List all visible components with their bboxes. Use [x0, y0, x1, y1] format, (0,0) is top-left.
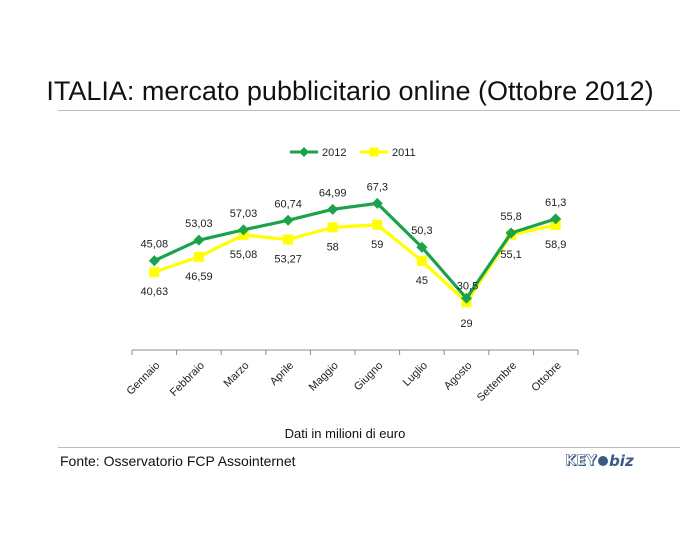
- x-tick-label: Giugno: [352, 360, 386, 394]
- legend-marker-2011: [369, 147, 379, 157]
- data-label-2012: 60,74: [274, 198, 302, 210]
- data-label-2012: 61,3: [545, 197, 566, 209]
- data-point-2012: [550, 213, 562, 225]
- data-label-2011: 40,63: [141, 286, 169, 298]
- x-tick-label: Ottobre: [529, 360, 563, 394]
- legend-label-2012: 2012: [322, 147, 346, 159]
- data-label-2011: 55,1: [500, 249, 521, 261]
- data-label-2011: 59: [371, 239, 383, 251]
- data-point-2012: [461, 292, 472, 304]
- title-divider: [58, 110, 680, 111]
- data-point-2012: [416, 241, 428, 253]
- legend-marker-2012: [299, 147, 309, 157]
- series-line-2012: [153, 201, 557, 300]
- data-point-2011: [149, 267, 160, 278]
- data-point-2012: [327, 203, 339, 215]
- data-point-2011: [193, 251, 204, 262]
- logo-badge-icon: [598, 456, 609, 466]
- data-point-2012: [505, 227, 517, 239]
- data-point-2011: [550, 220, 561, 231]
- data-label-2012: 45,08: [141, 239, 169, 251]
- data-label-2011: 46,59: [185, 271, 213, 283]
- data-label-2012: 50,3: [411, 225, 432, 237]
- x-tick-label: Gennaio: [125, 360, 163, 398]
- data-point-2012: [148, 255, 160, 267]
- legend-label-2011: 2011: [392, 147, 416, 159]
- x-tick-label: Marzo: [222, 360, 252, 390]
- data-point-2011: [372, 219, 383, 230]
- data-point-2011: [327, 222, 338, 233]
- data-label-2012: 67,3: [367, 181, 388, 193]
- data-point-2012: [282, 214, 294, 226]
- data-label-2011: 58: [327, 241, 339, 253]
- data-label-2012: 64,99: [319, 187, 347, 199]
- data-label-2011: 53,27: [274, 254, 302, 266]
- data-label-2012: 53,03: [185, 218, 213, 230]
- footer-divider: [58, 447, 680, 448]
- series-line-2011: [153, 223, 557, 304]
- logo-key-text: KEY: [565, 453, 598, 470]
- x-tick-label: Agosto: [442, 360, 475, 393]
- x-tick-label: Maggio: [307, 360, 341, 394]
- logo-biz-text: biz: [609, 452, 634, 470]
- data-label-2011: 29: [460, 318, 472, 330]
- data-point-2012: [238, 224, 249, 236]
- data-label-2012: 57,03: [230, 208, 258, 220]
- data-point-2011: [416, 255, 427, 266]
- data-label-2011: 55,08: [230, 249, 258, 261]
- x-tick-label: Luglio: [401, 360, 430, 389]
- chart-title: ITALIA: mercato pubblicitario online (Ot…: [46, 76, 654, 106]
- data-label-2011: 58,9: [545, 239, 566, 251]
- data-point-2011: [283, 234, 294, 245]
- key4biz-logo: KEY biz: [565, 450, 634, 472]
- data-point-2012: [193, 234, 205, 246]
- data-label-2011: 45: [416, 275, 428, 287]
- data-label-2012: 30,5: [457, 280, 478, 292]
- data-label-2012: 55,8: [500, 211, 521, 223]
- data-point-2012: [371, 197, 383, 209]
- source-note: Fonte: Osservatorio FCP Assointernet: [60, 453, 296, 469]
- x-tick-label: Settembre: [475, 360, 519, 404]
- x-axis-title: Dati in milioni di euro: [285, 426, 406, 441]
- x-tick-label: Aprile: [268, 360, 296, 388]
- x-tick-label: Febbraio: [168, 360, 207, 399]
